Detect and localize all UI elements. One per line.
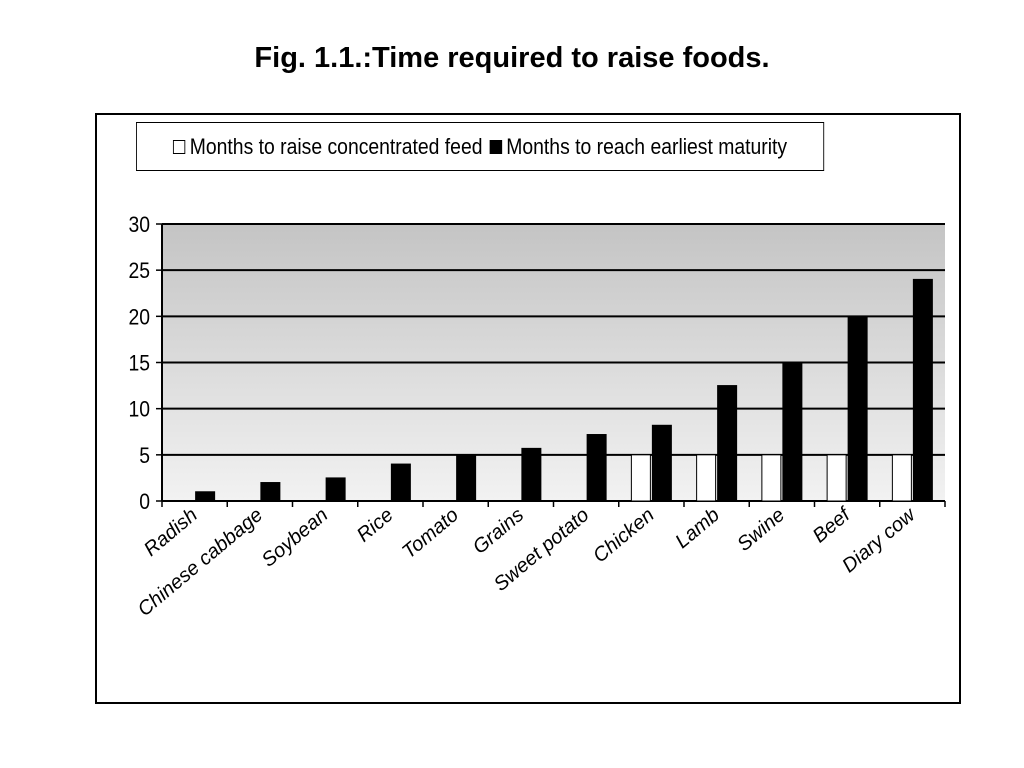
- bar-maturity: [717, 385, 738, 502]
- x-category-label: Rice: [353, 504, 398, 547]
- legend-swatch-maturity: [489, 139, 502, 154]
- y-tick-label: 10: [128, 398, 150, 422]
- bar-maturity: [651, 424, 672, 502]
- y-tick-label: 20: [128, 305, 150, 329]
- legend-item-maturity: Months to reach earliest maturity: [489, 133, 788, 160]
- legend-label-feed: Months to raise concentrated feed: [189, 133, 483, 159]
- legend-swatch-feed: [173, 139, 186, 154]
- x-category-label: Chicken: [589, 504, 659, 567]
- bar-feed: [826, 454, 847, 502]
- y-tick-label: 15: [128, 351, 150, 375]
- bar-feed: [696, 454, 717, 502]
- x-category-label: Swine: [733, 504, 789, 556]
- figure-title: Fig. 1.1.:Time required to raise foods.: [254, 42, 770, 74]
- x-category-label: Soybean: [258, 504, 333, 572]
- x-category-label: Lamb: [671, 504, 723, 553]
- bar-feed: [761, 454, 782, 502]
- y-tick-label: 5: [139, 444, 150, 468]
- bar-maturity: [912, 278, 933, 502]
- legend-item-feed: Months to raise concentrated feed: [173, 134, 482, 160]
- x-category-label: Grains: [469, 504, 528, 559]
- bar-maturity: [521, 447, 542, 502]
- bar-maturity: [260, 482, 281, 502]
- y-tick-label: 30: [128, 213, 150, 237]
- legend-label-maturity: Months to reach earliest maturity: [506, 133, 788, 159]
- x-category-label: Diary cow: [838, 503, 921, 577]
- bar-maturity: [195, 491, 216, 502]
- bar-maturity: [390, 463, 411, 502]
- y-tick-label: 25: [128, 259, 150, 283]
- x-category-label: Beef: [809, 502, 857, 547]
- bar-maturity: [456, 454, 477, 502]
- bar-maturity: [586, 434, 607, 502]
- x-category-label: Tomato: [398, 504, 463, 563]
- bar-maturity: [782, 362, 803, 502]
- bar-feed: [630, 454, 651, 502]
- y-tick-label: 0: [139, 490, 150, 514]
- bar-maturity: [847, 315, 868, 502]
- bar-feed: [891, 454, 912, 502]
- bar-maturity: [325, 477, 346, 502]
- chart-legend: Months to raise concentrated feed Months…: [136, 122, 825, 171]
